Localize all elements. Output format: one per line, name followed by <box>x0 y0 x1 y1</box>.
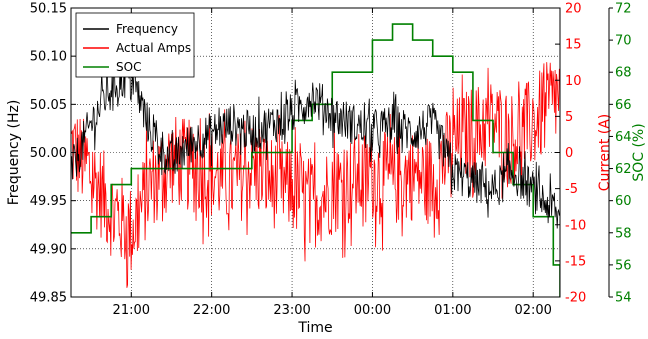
legend-label-soc: SOC <box>116 60 141 74</box>
y-right1-axis-label: Current (A) <box>597 114 613 192</box>
y-left-tick-label: 50.15 <box>30 2 67 17</box>
y-left-tick-label: 50.05 <box>30 98 67 113</box>
series-line-soc <box>71 23 560 297</box>
y-right2-tick-label: 58 <box>615 226 632 241</box>
y-right2-axis-label: SOC (%) <box>631 123 647 181</box>
y-left-tick-label: 50.00 <box>30 146 67 161</box>
y-left-tick-label: 50.10 <box>30 50 67 65</box>
y-right1-tick-label: 15 <box>565 38 582 53</box>
y-right1-tick-label: 0 <box>565 146 573 161</box>
x-axis-label: Time <box>297 320 332 336</box>
y-right2-tick-label: 54 <box>615 291 632 306</box>
x-tick-label: 21:00 <box>113 303 150 318</box>
y-right2-tick-label: 68 <box>615 66 632 81</box>
series-line-actual-amps <box>71 62 560 288</box>
legend-label-actual-amps: Actual Amps <box>116 41 191 55</box>
y-right2-tick-label: 56 <box>615 258 632 273</box>
x-tick-label: 23:00 <box>273 303 310 318</box>
y-left-tick-label: 49.90 <box>30 242 67 257</box>
x-tick-label: 02:00 <box>514 303 551 318</box>
y-right1-tick-label: 5 <box>565 110 573 125</box>
x-tick-label: 00:00 <box>354 303 391 318</box>
series-line-frequency <box>71 46 560 229</box>
y-left-tick-label: 49.85 <box>30 291 67 306</box>
y-right2-tick-label: 72 <box>615 2 632 17</box>
y-right2-tick-label: 66 <box>615 98 632 113</box>
y-right2-tick-label: 60 <box>615 194 632 209</box>
legend: Frequency Actual Amps SOC <box>75 12 195 78</box>
x-tick-label: 22:00 <box>193 303 230 318</box>
y-right1-tick-label: 20 <box>565 2 582 17</box>
y-left-tick-label: 49.95 <box>30 194 67 209</box>
y-right1-tick-label: 10 <box>565 74 582 89</box>
y-right2-tick-label: 62 <box>615 162 632 177</box>
x-tick-label: 01:00 <box>434 303 471 318</box>
y-left-axis-label: Frequency (Hz) <box>6 100 22 206</box>
y-right2-tick-label: 64 <box>615 130 632 145</box>
y-right1-tick-label: -10 <box>565 218 586 233</box>
y-right1-tick-label: -5 <box>565 182 578 197</box>
y-right2-tick-label: 70 <box>615 34 632 49</box>
y-right1-tick-label: -15 <box>565 254 586 269</box>
y-right1-tick-label: -20 <box>565 291 586 306</box>
legend-label-frequency: Frequency <box>116 22 178 36</box>
